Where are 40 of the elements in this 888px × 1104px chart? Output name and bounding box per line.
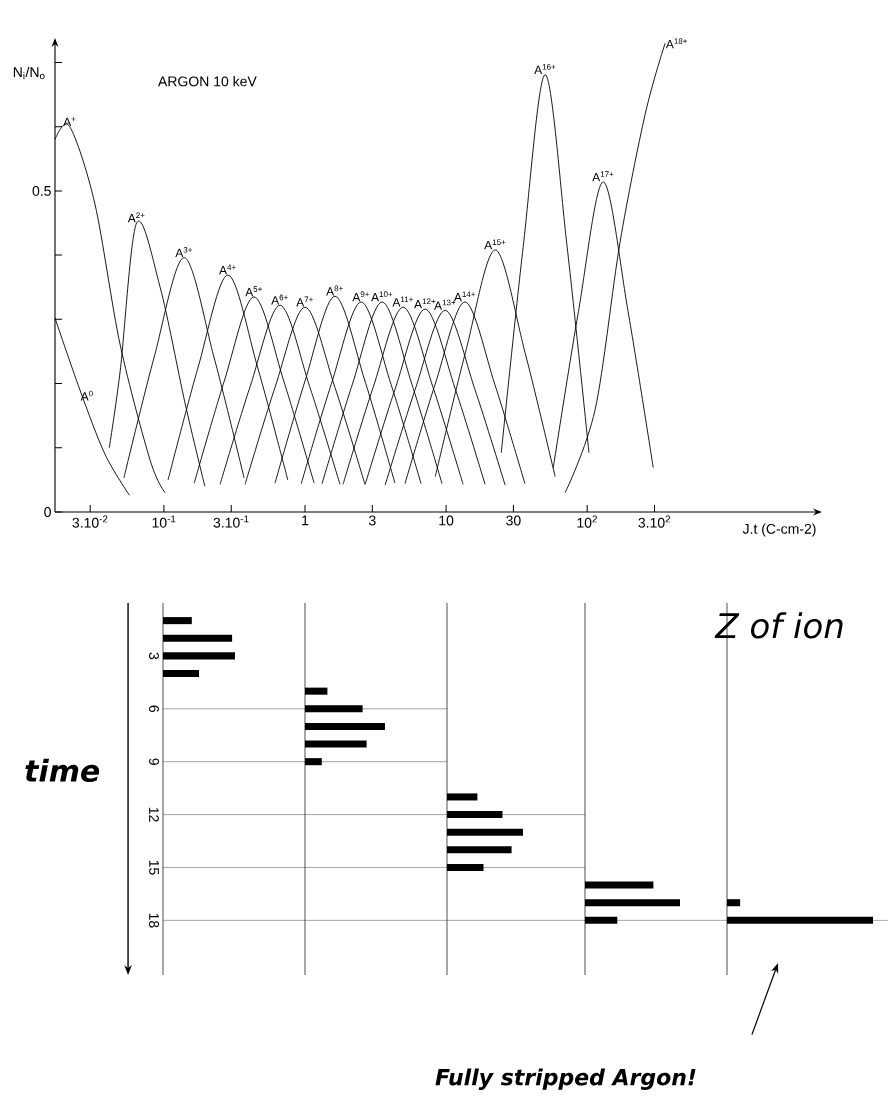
y-tick-label: 12 (149, 807, 159, 822)
y-axis-title: N$_{i}$/N$_{o}$ (13, 66, 45, 80)
series-label: A$^{+}$ (63, 117, 76, 126)
series-label: A$^{15+}$ (484, 239, 506, 250)
series-label: A$^{2+}$ (127, 212, 145, 223)
y-tick-label: 6 (148, 705, 159, 713)
y-tick-label: 9 (148, 758, 159, 765)
x-tick-label: 3.10$^{2}$ (638, 515, 670, 528)
y-tick-label: 3 (148, 652, 159, 660)
y-tick-label: 0 (44, 507, 51, 517)
x-tick-label: 10$^{-1}$ (152, 515, 176, 528)
series-label: A$^{4+}$ (218, 264, 236, 275)
x-axis-title: J.t (C-cm-2) (742, 523, 816, 537)
x-tick-label: 1 (302, 515, 309, 526)
series-label: A$^{14+}$ (453, 291, 475, 302)
y-tick-label: 18 (148, 913, 159, 928)
series-label: A$^{11+}$ (392, 296, 413, 307)
x-tick-label: 30 (506, 515, 521, 526)
x-tick-label: 10 (439, 515, 454, 526)
series-label: A$^{8+}$ (326, 285, 343, 296)
text: ARGON 10 keV (157, 76, 257, 87)
series-label: A$^{5+}$ (245, 286, 262, 297)
x-tick-label: 3.10$^{-1}$ (213, 515, 249, 528)
series-label: A$^{7+}$ (296, 296, 313, 307)
text: Fully stripped Argon! (435, 1068, 696, 1090)
series-label: A$^{3+}$ (175, 247, 192, 257)
series-label: A$^{9+}$ (352, 291, 369, 302)
series-label: A$^{17+}$ (592, 171, 614, 182)
x-tick-label: 3.10$^{-2}$ (72, 515, 108, 528)
annotation: Z of ion (714, 612, 843, 639)
y-tick-label: 0.5 (32, 185, 51, 196)
y-axis-title: time (25, 758, 100, 783)
series-label: A$^{16+}$ (534, 64, 556, 74)
series-label: A$^{10+}$ (370, 291, 393, 302)
y-tick-label: 15 (149, 860, 159, 875)
series-label: A$^{6+}$ (271, 294, 288, 305)
series-label: A$^{0}$ (80, 390, 93, 401)
x-tick-label: 3 (368, 515, 376, 526)
x-tick-label: 10$^{2}$ (577, 515, 597, 528)
series-label: A$^{18+}$ (665, 38, 687, 49)
